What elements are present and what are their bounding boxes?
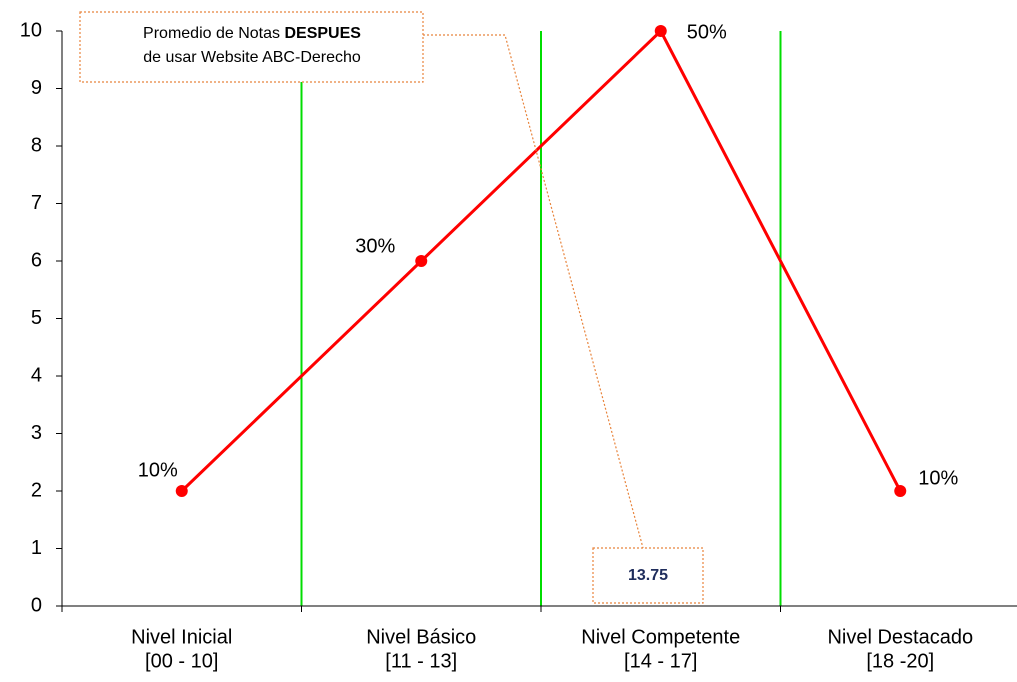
point	[175, 485, 188, 497]
annotation-text: Promedio de Notas	[143, 25, 280, 42]
point	[415, 255, 428, 267]
annotation-text: Promedio de Notas DESPUES	[143, 25, 361, 42]
x-tick-label: [00 - 10]	[145, 650, 218, 672]
x-tick-label: Nivel Destacado	[827, 626, 973, 648]
x-tick-label: [11 - 13]	[385, 650, 457, 672]
annotation-box	[79, 11, 424, 83]
y-tick-label: 7	[31, 192, 42, 214]
x-tick-label: Nivel Básico	[366, 626, 476, 648]
x-tick-label: [14 - 17]	[624, 650, 697, 672]
y-tick-label: 6	[31, 249, 42, 271]
data-label: 30%	[355, 235, 395, 257]
y-tick-label: 8	[31, 134, 42, 156]
y-tick-label: 10	[20, 19, 42, 41]
x-tick-label: [18 -20]	[866, 650, 934, 672]
data-label: 10%	[918, 467, 958, 489]
point	[654, 25, 667, 37]
x-tick-label: Nivel Competente	[581, 626, 740, 648]
y-tick-label: 1	[31, 537, 42, 559]
y-tick-label: 3	[31, 422, 42, 444]
annotation-value: 13.75	[628, 567, 668, 584]
y-tick-label: 9	[31, 77, 42, 99]
y-tick-label: 5	[31, 307, 42, 329]
annotation-text: de usar Website ABC-Derecho	[143, 49, 361, 66]
y-tick-label: 0	[31, 594, 42, 616]
x-tick-label: Nivel Inicial	[131, 626, 232, 648]
y-tick-label: 4	[31, 364, 42, 386]
data-label: 50%	[687, 21, 727, 43]
plot: 0 1 2 3 4 5 6 7 8 9 10 Nivel Inicial[00 - 10] Nivel …	[20, 19, 1017, 672]
line	[180, 28, 902, 493]
leader-line	[423, 34, 644, 549]
data-label: 10%	[138, 459, 178, 481]
y-tick-label: 2	[31, 479, 42, 501]
annotation-box	[592, 547, 704, 604]
point	[894, 485, 907, 497]
annotation-text: DESPUES	[284, 25, 361, 42]
